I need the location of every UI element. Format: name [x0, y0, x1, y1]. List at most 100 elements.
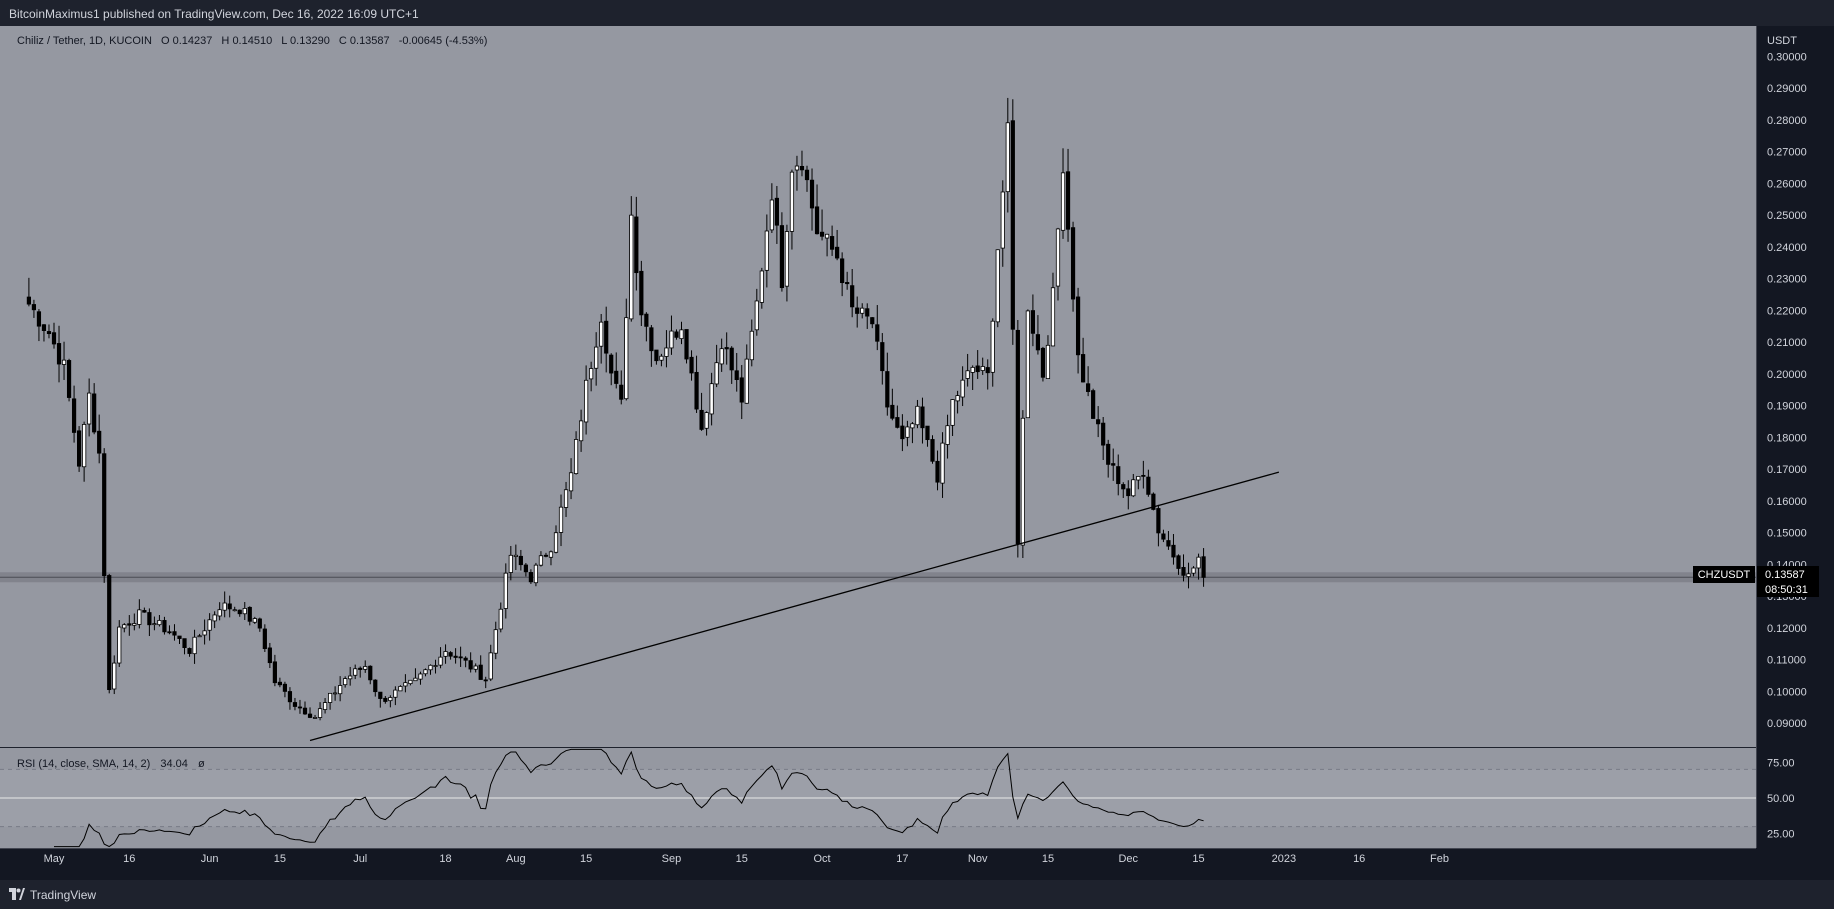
candle[interactable]: [895, 405, 900, 429]
candle[interactable]: [66, 358, 72, 402]
candle[interactable]: [975, 350, 980, 379]
candle[interactable]: [594, 332, 599, 386]
candle[interactable]: [272, 654, 277, 687]
candle[interactable]: [1176, 554, 1181, 575]
candle[interactable]: [644, 312, 649, 342]
candle[interactable]: [287, 687, 293, 710]
candle[interactable]: [217, 602, 222, 621]
candle[interactable]: [784, 224, 790, 302]
candle[interactable]: [870, 317, 875, 329]
candle[interactable]: [1055, 227, 1061, 301]
candle[interactable]: [985, 359, 990, 390]
candle[interactable]: [468, 652, 473, 673]
candle[interactable]: [1126, 480, 1131, 510]
candle[interactable]: [930, 435, 935, 464]
candle[interactable]: [157, 615, 162, 627]
candle[interactable]: [624, 298, 629, 401]
candle[interactable]: [694, 355, 699, 413]
candle[interactable]: [724, 332, 729, 365]
candle[interactable]: [267, 642, 272, 669]
candle[interactable]: [322, 698, 328, 714]
candle[interactable]: [794, 155, 800, 191]
candle[interactable]: [704, 411, 709, 436]
candle[interactable]: [51, 322, 57, 349]
tradingview-logo-icon[interactable]: [9, 888, 25, 902]
candle[interactable]: [589, 361, 594, 392]
candle[interactable]: [1075, 287, 1081, 374]
candle[interactable]: [865, 303, 870, 329]
candle[interactable]: [252, 616, 257, 624]
candle[interactable]: [1181, 554, 1186, 582]
candle[interactable]: [107, 573, 112, 694]
candle[interactable]: [428, 664, 433, 675]
candle[interactable]: [759, 267, 764, 309]
candle[interactable]: [453, 648, 458, 664]
candle[interactable]: [433, 659, 438, 674]
candle[interactable]: [563, 481, 569, 517]
candle[interactable]: [403, 674, 408, 693]
candle[interactable]: [353, 664, 358, 680]
candle[interactable]: [31, 299, 37, 318]
candle[interactable]: [388, 695, 393, 708]
candles-group[interactable]: [26, 97, 1206, 721]
candle[interactable]: [463, 656, 468, 668]
candle[interactable]: [232, 606, 237, 612]
candle[interactable]: [970, 365, 975, 391]
candle[interactable]: [338, 676, 343, 702]
candle[interactable]: [41, 324, 47, 342]
candle[interactable]: [538, 551, 544, 567]
candle[interactable]: [744, 344, 749, 404]
candle[interactable]: [373, 679, 378, 697]
candle[interactable]: [513, 544, 518, 571]
candle[interactable]: [483, 676, 488, 689]
trendline-group[interactable]: [309, 471, 1280, 742]
candle[interactable]: [1050, 272, 1056, 347]
candle[interactable]: [604, 306, 609, 373]
candle[interactable]: [684, 329, 689, 364]
candle[interactable]: [137, 599, 142, 629]
candle[interactable]: [282, 681, 288, 698]
candle[interactable]: [1146, 469, 1151, 497]
candle[interactable]: [1060, 148, 1066, 239]
candle[interactable]: [237, 609, 242, 617]
candle[interactable]: [629, 196, 634, 322]
candle[interactable]: [885, 352, 890, 416]
candle[interactable]: [614, 352, 619, 389]
candle[interactable]: [819, 209, 825, 241]
candle[interactable]: [925, 425, 930, 447]
candle[interactable]: [935, 450, 940, 491]
candle[interactable]: [533, 562, 539, 587]
candle[interactable]: [599, 313, 604, 364]
candle[interactable]: [900, 414, 905, 452]
candle[interactable]: [398, 685, 403, 692]
candle[interactable]: [769, 183, 774, 234]
candle[interactable]: [1025, 309, 1030, 419]
candle[interactable]: [202, 619, 207, 645]
candle[interactable]: [835, 229, 840, 261]
candle[interactable]: [749, 319, 754, 367]
candle[interactable]: [1000, 180, 1005, 267]
candle[interactable]: [1201, 548, 1206, 587]
candle[interactable]: [945, 414, 950, 459]
candle[interactable]: [609, 353, 614, 386]
candle[interactable]: [508, 545, 513, 581]
candle[interactable]: [619, 370, 624, 405]
candle[interactable]: [478, 655, 483, 680]
candle[interactable]: [654, 349, 659, 365]
candle[interactable]: [413, 668, 418, 682]
candle[interactable]: [1065, 148, 1071, 242]
candle[interactable]: [995, 249, 1000, 328]
candle[interactable]: [438, 647, 443, 669]
candle[interactable]: [473, 663, 478, 673]
candle[interactable]: [368, 665, 373, 685]
candle[interactable]: [212, 611, 217, 629]
candle[interactable]: [804, 165, 810, 192]
candle[interactable]: [71, 385, 77, 443]
candle[interactable]: [639, 260, 644, 327]
candle[interactable]: [729, 346, 734, 384]
candle[interactable]: [548, 550, 554, 566]
candle[interactable]: [679, 321, 684, 345]
candle[interactable]: [809, 168, 815, 231]
candle[interactable]: [177, 635, 182, 644]
candle[interactable]: [418, 671, 423, 685]
